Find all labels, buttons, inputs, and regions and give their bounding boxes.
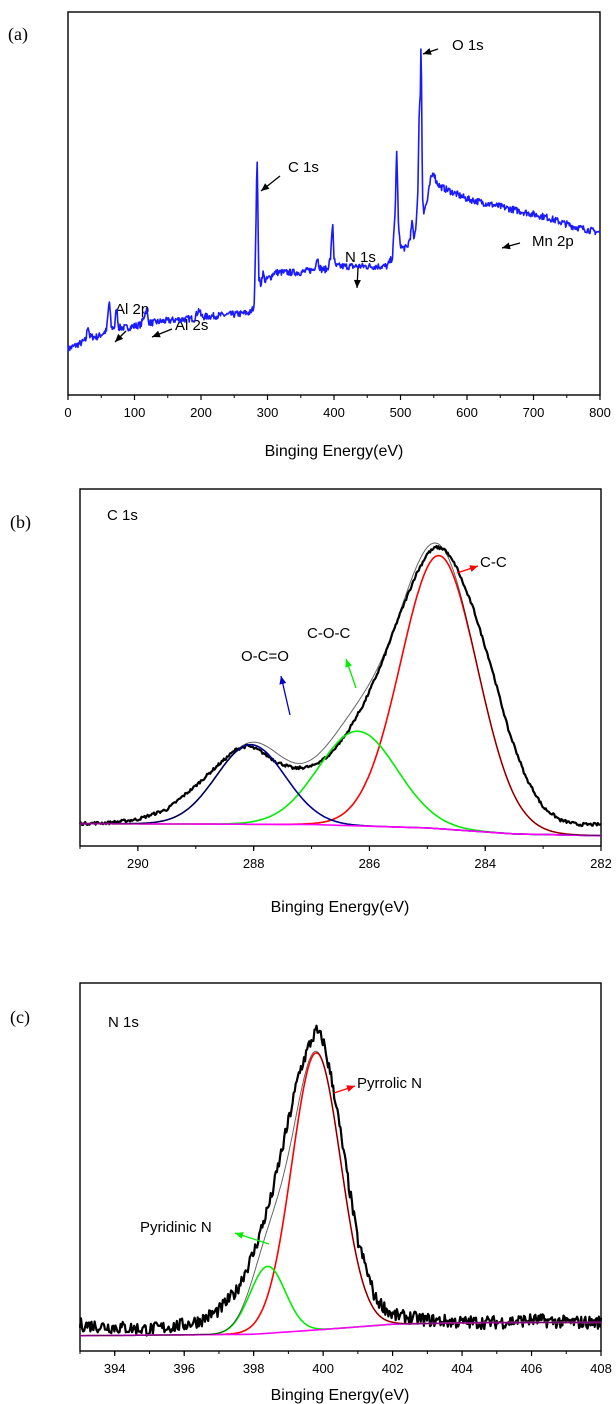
arrow-o1s-head — [423, 48, 432, 55]
arrow-n1s-head — [353, 279, 361, 288]
arrow-mn2p-head — [502, 242, 511, 250]
panel-b-plot-title: C 1s — [107, 507, 138, 524]
x-tick-label: 394 — [104, 1361, 126, 1376]
x-tick-label: 284 — [474, 856, 496, 871]
annotation-o1s: O 1s — [452, 37, 484, 54]
x-tick-label: 286 — [359, 856, 381, 871]
x-tick-label: 500 — [390, 405, 412, 420]
panel-c-frame — [79, 982, 602, 1352]
arrow-pyridinic-head — [235, 1232, 244, 1239]
annotation-c1s: C 1s — [288, 159, 319, 176]
x-tick-label: 600 — [456, 405, 478, 420]
panel-b-xlabel: Binging Energy(eV) — [271, 899, 410, 916]
x-tick-label: 290 — [127, 856, 149, 871]
panel-b-frame — [79, 488, 602, 847]
raw-line — [79, 545, 602, 828]
x-tick-label: 406 — [521, 1361, 543, 1376]
annotation-mn2p: Mn 2p — [532, 233, 574, 250]
arrow-coc-head — [345, 659, 352, 668]
panel-c-xlabel: Binging Energy(eV) — [271, 1387, 410, 1404]
pyrrolic-n-line — [80, 1052, 601, 1337]
survey-line — [67, 48, 601, 353]
arrow-c1s-head — [261, 183, 270, 191]
x-tick-label: 408 — [590, 1361, 612, 1376]
x-tick-label: 0 — [64, 405, 71, 420]
x-tick-label: 402 — [382, 1361, 404, 1376]
panel-c-letter: (c) — [10, 1007, 30, 1028]
x-tick-label: 800 — [589, 405, 611, 420]
arrow-al2p-head — [115, 333, 124, 342]
annotation-n1s: N 1s — [345, 249, 376, 266]
raw-line — [78, 1024, 603, 1337]
panel-a-letter: (a) — [8, 24, 28, 45]
panel-a-xlabel: Binging Energy(eV) — [265, 443, 404, 460]
fit-envelope-line — [80, 1050, 601, 1337]
x-tick-label: 300 — [257, 405, 279, 420]
background-line — [79, 822, 602, 837]
x-tick-label: 282 — [590, 856, 612, 871]
x-tick-label: 404 — [451, 1361, 473, 1376]
x-tick-label: 396 — [173, 1361, 195, 1376]
annotation-pyridinic: Pyridinic N — [140, 1219, 212, 1236]
x-tick-label: 100 — [124, 405, 146, 420]
annotation-oco: O-C=O — [241, 648, 289, 665]
x-tick-label: 200 — [190, 405, 212, 420]
c-o-c-line — [80, 730, 601, 837]
panel-c-plot-title: N 1s — [108, 1014, 139, 1031]
annotation-cc: C-C — [480, 554, 507, 571]
c-c-line — [80, 554, 601, 837]
x-tick-label: 398 — [243, 1361, 265, 1376]
x-tick-label: 400 — [323, 405, 345, 420]
panel-a-frame — [67, 11, 601, 396]
annotation-coc: C-O-C — [307, 625, 350, 642]
annotation-al2p: Al 2p — [115, 301, 149, 318]
plot-layer: 0 100 200 300 400 500 600 700 800 290 288 286 284 282… — [64, 48, 612, 1376]
arrow-pyrrolic-head — [346, 1085, 355, 1092]
fit-envelope-line — [80, 542, 601, 837]
annotation-pyrrolic: Pyrrolic N — [357, 1075, 422, 1092]
arrow-cc-head — [469, 565, 478, 572]
x-tick-label: 700 — [523, 405, 545, 420]
arrow-oco-head — [279, 676, 287, 685]
panel-b-letter: (b) — [10, 512, 31, 533]
x-tick-label: 288 — [243, 856, 265, 871]
x-tick-label: 400 — [312, 1361, 334, 1376]
arrow-al2s-head — [152, 330, 161, 338]
